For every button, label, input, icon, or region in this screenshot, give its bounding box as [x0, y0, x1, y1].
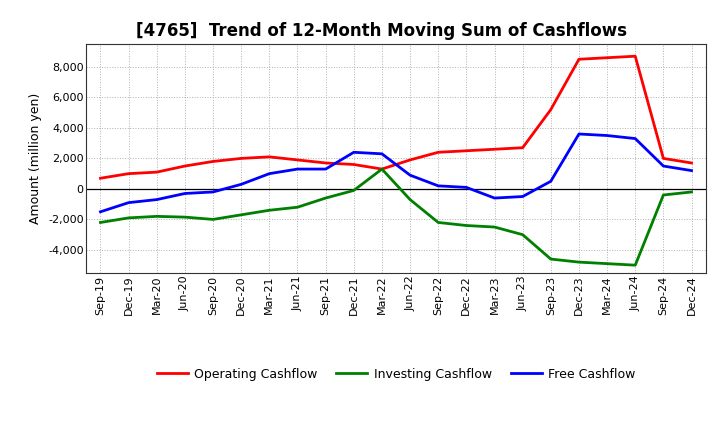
Free Cashflow [687, 168, 696, 173]
Operating Cashflow [96, 176, 105, 181]
Operating Cashflow [462, 148, 471, 154]
Free Cashflow [659, 163, 667, 169]
Free Cashflow [546, 179, 555, 184]
Investing Cashflow [687, 189, 696, 194]
Free Cashflow [293, 166, 302, 172]
Free Cashflow [209, 189, 217, 194]
Free Cashflow [406, 172, 415, 178]
Operating Cashflow [153, 169, 161, 175]
Operating Cashflow [181, 163, 189, 169]
Investing Cashflow [349, 188, 358, 193]
Free Cashflow [490, 195, 499, 201]
Investing Cashflow [181, 214, 189, 220]
Free Cashflow [153, 197, 161, 202]
Operating Cashflow [125, 171, 133, 176]
Investing Cashflow [237, 212, 246, 217]
Free Cashflow [575, 132, 583, 137]
Investing Cashflow [631, 263, 639, 268]
Operating Cashflow [490, 147, 499, 152]
Line: Free Cashflow: Free Cashflow [101, 134, 691, 212]
Investing Cashflow [434, 220, 443, 225]
Investing Cashflow [209, 217, 217, 222]
Operating Cashflow [434, 150, 443, 155]
Line: Investing Cashflow: Investing Cashflow [101, 169, 691, 265]
Operating Cashflow [687, 160, 696, 165]
Free Cashflow [265, 171, 274, 176]
Investing Cashflow [265, 208, 274, 213]
Free Cashflow [603, 133, 611, 138]
Investing Cashflow [153, 214, 161, 219]
Investing Cashflow [518, 232, 527, 237]
Operating Cashflow [659, 156, 667, 161]
Free Cashflow [631, 136, 639, 141]
Operating Cashflow [631, 54, 639, 59]
Free Cashflow [349, 150, 358, 155]
Text: [4765]  Trend of 12-Month Moving Sum of Cashflows: [4765] Trend of 12-Month Moving Sum of C… [136, 22, 627, 40]
Operating Cashflow [575, 57, 583, 62]
Investing Cashflow [603, 261, 611, 266]
Legend: Operating Cashflow, Investing Cashflow, Free Cashflow: Operating Cashflow, Investing Cashflow, … [152, 363, 640, 385]
Operating Cashflow [546, 107, 555, 112]
Investing Cashflow [96, 220, 105, 225]
Investing Cashflow [546, 257, 555, 262]
Operating Cashflow [265, 154, 274, 160]
Free Cashflow [237, 182, 246, 187]
Investing Cashflow [406, 197, 415, 202]
Operating Cashflow [209, 159, 217, 164]
Investing Cashflow [575, 260, 583, 265]
Investing Cashflow [321, 195, 330, 201]
Operating Cashflow [406, 157, 415, 162]
Free Cashflow [462, 185, 471, 190]
Investing Cashflow [293, 205, 302, 210]
Free Cashflow [321, 166, 330, 172]
Operating Cashflow [237, 156, 246, 161]
Free Cashflow [518, 194, 527, 199]
Investing Cashflow [490, 224, 499, 230]
Operating Cashflow [603, 55, 611, 60]
Investing Cashflow [659, 192, 667, 198]
Operating Cashflow [293, 157, 302, 162]
Free Cashflow [377, 151, 386, 157]
Free Cashflow [125, 200, 133, 205]
Operating Cashflow [377, 166, 386, 172]
Line: Operating Cashflow: Operating Cashflow [101, 56, 691, 178]
Free Cashflow [434, 183, 443, 188]
Investing Cashflow [462, 223, 471, 228]
Operating Cashflow [518, 145, 527, 150]
Investing Cashflow [377, 166, 386, 172]
Operating Cashflow [321, 160, 330, 165]
Operating Cashflow [349, 162, 358, 167]
Y-axis label: Amount (million yen): Amount (million yen) [30, 93, 42, 224]
Free Cashflow [181, 191, 189, 196]
Investing Cashflow [125, 215, 133, 220]
Free Cashflow [96, 209, 105, 214]
